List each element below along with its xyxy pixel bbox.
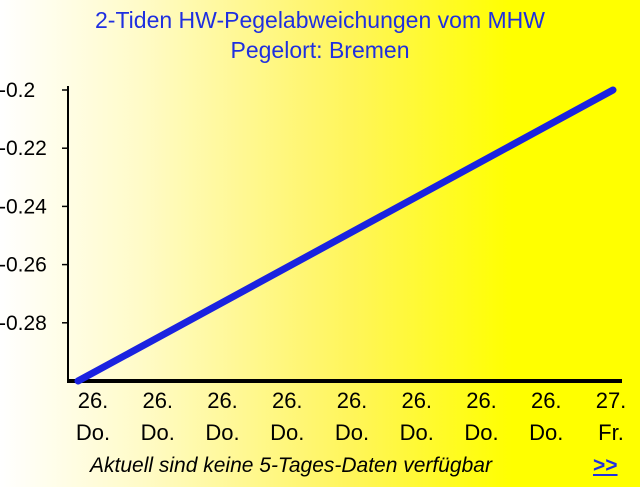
- y-tick-label: -0.24: [0, 195, 47, 218]
- x-tick-label-weekday: Do.: [205, 420, 239, 445]
- more-link[interactable]: >>: [593, 454, 618, 477]
- y-tick-label: -0.22: [0, 137, 47, 160]
- chart-subtitle: Pegelort: Bremen: [230, 37, 410, 63]
- x-tick-label-day: 26.: [401, 388, 432, 413]
- x-tick-label-day: 26.: [207, 388, 238, 413]
- x-tick-label-weekday: Do.: [400, 420, 434, 445]
- x-tick-label-weekday: Do.: [335, 420, 369, 445]
- x-tick-label-weekday: Do.: [529, 420, 563, 445]
- x-tick-label-weekday: Do.: [270, 420, 304, 445]
- y-tick-label: -0.26: [0, 254, 47, 277]
- x-tick-label-weekday: Fr.: [598, 420, 624, 445]
- series-line: [74, 86, 617, 385]
- x-tick-label-day: 26.: [272, 388, 303, 413]
- x-tick-label-day: 26.: [78, 388, 109, 413]
- x-tick-label-weekday: Do.: [464, 420, 498, 445]
- x-tick-label-weekday: Do.: [76, 420, 110, 445]
- y-tick-label: -0.2: [0, 79, 35, 102]
- x-tick-label-weekday: Do.: [141, 420, 175, 445]
- x-tick-label-day: 26.: [142, 388, 173, 413]
- x-tick-label-day: 27.: [596, 388, 627, 413]
- chart-title: 2-Tiden HW-Pegelabweichungen vom MHW: [95, 7, 545, 33]
- x-tick-label-day: 26.: [466, 388, 497, 413]
- x-tick-label-day: 26.: [337, 388, 368, 413]
- y-tick-label: -0.28: [0, 312, 47, 335]
- x-tick-label-day: 26.: [531, 388, 562, 413]
- footer-message: Aktuell sind keine 5-Tages-Daten verfügb…: [90, 454, 492, 477]
